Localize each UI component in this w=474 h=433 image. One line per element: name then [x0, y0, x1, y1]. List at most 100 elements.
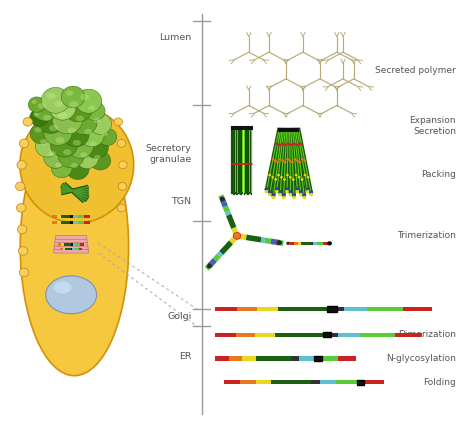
FancyBboxPatch shape	[78, 221, 84, 224]
FancyBboxPatch shape	[61, 221, 70, 224]
Ellipse shape	[80, 124, 104, 147]
FancyBboxPatch shape	[75, 248, 79, 250]
FancyBboxPatch shape	[395, 333, 422, 337]
FancyBboxPatch shape	[256, 356, 291, 361]
Circle shape	[19, 268, 29, 277]
FancyBboxPatch shape	[71, 248, 73, 250]
Circle shape	[282, 196, 285, 199]
Ellipse shape	[49, 125, 58, 131]
Ellipse shape	[101, 132, 108, 136]
Ellipse shape	[31, 100, 37, 104]
FancyBboxPatch shape	[57, 215, 61, 218]
Circle shape	[220, 197, 225, 201]
FancyBboxPatch shape	[271, 380, 311, 384]
FancyBboxPatch shape	[52, 215, 57, 218]
Ellipse shape	[84, 102, 105, 120]
FancyBboxPatch shape	[251, 126, 252, 195]
FancyBboxPatch shape	[313, 242, 317, 245]
Ellipse shape	[75, 89, 102, 113]
FancyBboxPatch shape	[57, 221, 61, 224]
Circle shape	[284, 144, 287, 146]
Circle shape	[302, 196, 306, 199]
Circle shape	[271, 176, 274, 178]
Ellipse shape	[73, 140, 81, 145]
Circle shape	[277, 174, 280, 176]
FancyBboxPatch shape	[63, 248, 65, 250]
Circle shape	[16, 182, 25, 191]
Circle shape	[234, 163, 237, 165]
FancyBboxPatch shape	[314, 356, 338, 361]
FancyBboxPatch shape	[338, 333, 360, 337]
Circle shape	[291, 161, 294, 164]
Circle shape	[286, 142, 289, 145]
Ellipse shape	[71, 111, 97, 135]
Text: TGN: TGN	[171, 197, 191, 206]
FancyBboxPatch shape	[311, 242, 313, 245]
Ellipse shape	[46, 276, 97, 314]
Ellipse shape	[28, 97, 45, 113]
Circle shape	[294, 143, 297, 145]
FancyBboxPatch shape	[76, 243, 80, 246]
Circle shape	[285, 190, 289, 194]
Circle shape	[286, 174, 289, 176]
Circle shape	[231, 163, 233, 165]
Circle shape	[281, 159, 284, 162]
Text: Expansion
Secretion: Expansion Secretion	[410, 116, 456, 136]
Circle shape	[247, 163, 249, 165]
Circle shape	[268, 174, 271, 176]
Circle shape	[275, 187, 279, 191]
Circle shape	[277, 143, 280, 145]
FancyBboxPatch shape	[60, 248, 63, 250]
Circle shape	[278, 190, 282, 194]
FancyBboxPatch shape	[299, 356, 314, 361]
FancyBboxPatch shape	[238, 127, 240, 194]
Circle shape	[289, 159, 292, 162]
Ellipse shape	[58, 112, 68, 119]
Circle shape	[286, 158, 289, 161]
Circle shape	[303, 159, 306, 162]
FancyBboxPatch shape	[235, 127, 237, 194]
FancyBboxPatch shape	[73, 221, 78, 224]
FancyBboxPatch shape	[244, 126, 245, 195]
Circle shape	[117, 204, 126, 212]
Circle shape	[268, 190, 272, 194]
FancyBboxPatch shape	[301, 242, 311, 245]
Circle shape	[117, 139, 126, 147]
FancyBboxPatch shape	[317, 242, 323, 245]
Circle shape	[298, 142, 301, 145]
Ellipse shape	[35, 127, 42, 132]
FancyBboxPatch shape	[275, 333, 327, 337]
Ellipse shape	[36, 135, 60, 157]
FancyBboxPatch shape	[323, 332, 331, 337]
Circle shape	[248, 163, 251, 165]
FancyBboxPatch shape	[64, 243, 71, 246]
Ellipse shape	[20, 107, 134, 223]
Ellipse shape	[43, 115, 51, 121]
FancyBboxPatch shape	[61, 243, 64, 246]
Ellipse shape	[52, 107, 82, 134]
Text: Golgi: Golgi	[167, 312, 191, 321]
Circle shape	[285, 187, 289, 191]
Circle shape	[289, 193, 292, 196]
FancyBboxPatch shape	[237, 126, 238, 195]
Circle shape	[292, 178, 295, 181]
Ellipse shape	[89, 114, 112, 134]
Circle shape	[118, 183, 127, 190]
Ellipse shape	[80, 152, 87, 157]
FancyBboxPatch shape	[84, 215, 90, 218]
Ellipse shape	[55, 101, 63, 107]
Text: Secretory
granulae: Secretory granulae	[146, 144, 191, 164]
Circle shape	[278, 193, 282, 196]
FancyBboxPatch shape	[403, 307, 432, 311]
Circle shape	[23, 117, 33, 126]
Circle shape	[264, 190, 268, 194]
Ellipse shape	[44, 147, 67, 168]
FancyBboxPatch shape	[255, 333, 275, 337]
Ellipse shape	[20, 117, 128, 376]
Circle shape	[274, 178, 277, 181]
Circle shape	[296, 187, 299, 191]
FancyBboxPatch shape	[327, 307, 337, 312]
Circle shape	[19, 139, 29, 148]
Ellipse shape	[48, 151, 56, 156]
Circle shape	[280, 176, 283, 178]
